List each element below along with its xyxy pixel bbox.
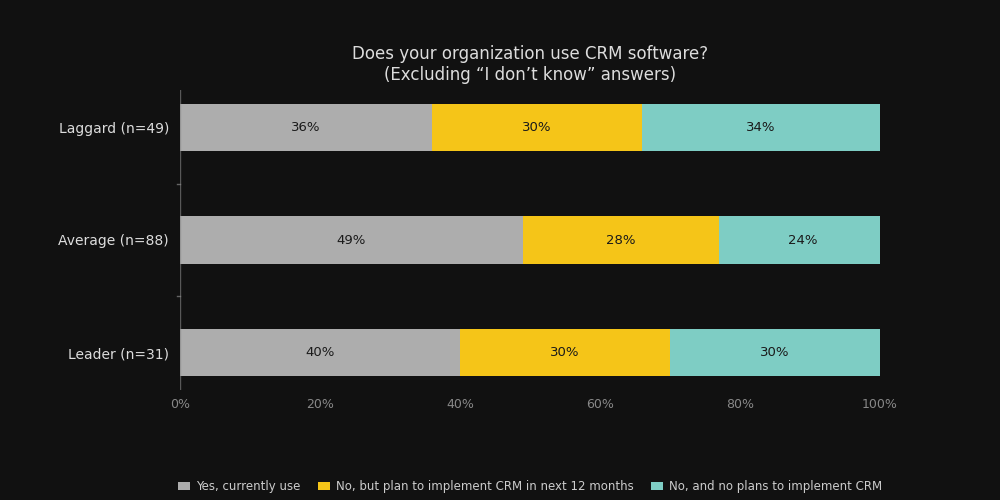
Text: 40%: 40% bbox=[305, 346, 335, 359]
Bar bbox=[642, 104, 880, 151]
Bar bbox=[523, 216, 719, 264]
Bar bbox=[180, 104, 432, 151]
Legend: Yes, currently use, No, but plan to implement CRM in next 12 months, No, and no : Yes, currently use, No, but plan to impl… bbox=[178, 480, 882, 493]
Text: 36%: 36% bbox=[291, 121, 321, 134]
Bar bbox=[432, 104, 642, 151]
Text: 28%: 28% bbox=[606, 234, 636, 246]
Bar bbox=[180, 216, 523, 264]
Bar bbox=[460, 329, 670, 376]
Text: 30%: 30% bbox=[522, 121, 552, 134]
Text: 49%: 49% bbox=[337, 234, 366, 246]
Bar bbox=[180, 329, 460, 376]
Text: 30%: 30% bbox=[550, 346, 580, 359]
Bar bbox=[719, 216, 887, 264]
Text: 24%: 24% bbox=[788, 234, 818, 246]
Bar bbox=[670, 329, 880, 376]
Text: 34%: 34% bbox=[746, 121, 776, 134]
Text: 30%: 30% bbox=[760, 346, 790, 359]
Text: Does your organization use CRM software?
(Excluding “I don’t know” answers): Does your organization use CRM software?… bbox=[352, 45, 708, 84]
